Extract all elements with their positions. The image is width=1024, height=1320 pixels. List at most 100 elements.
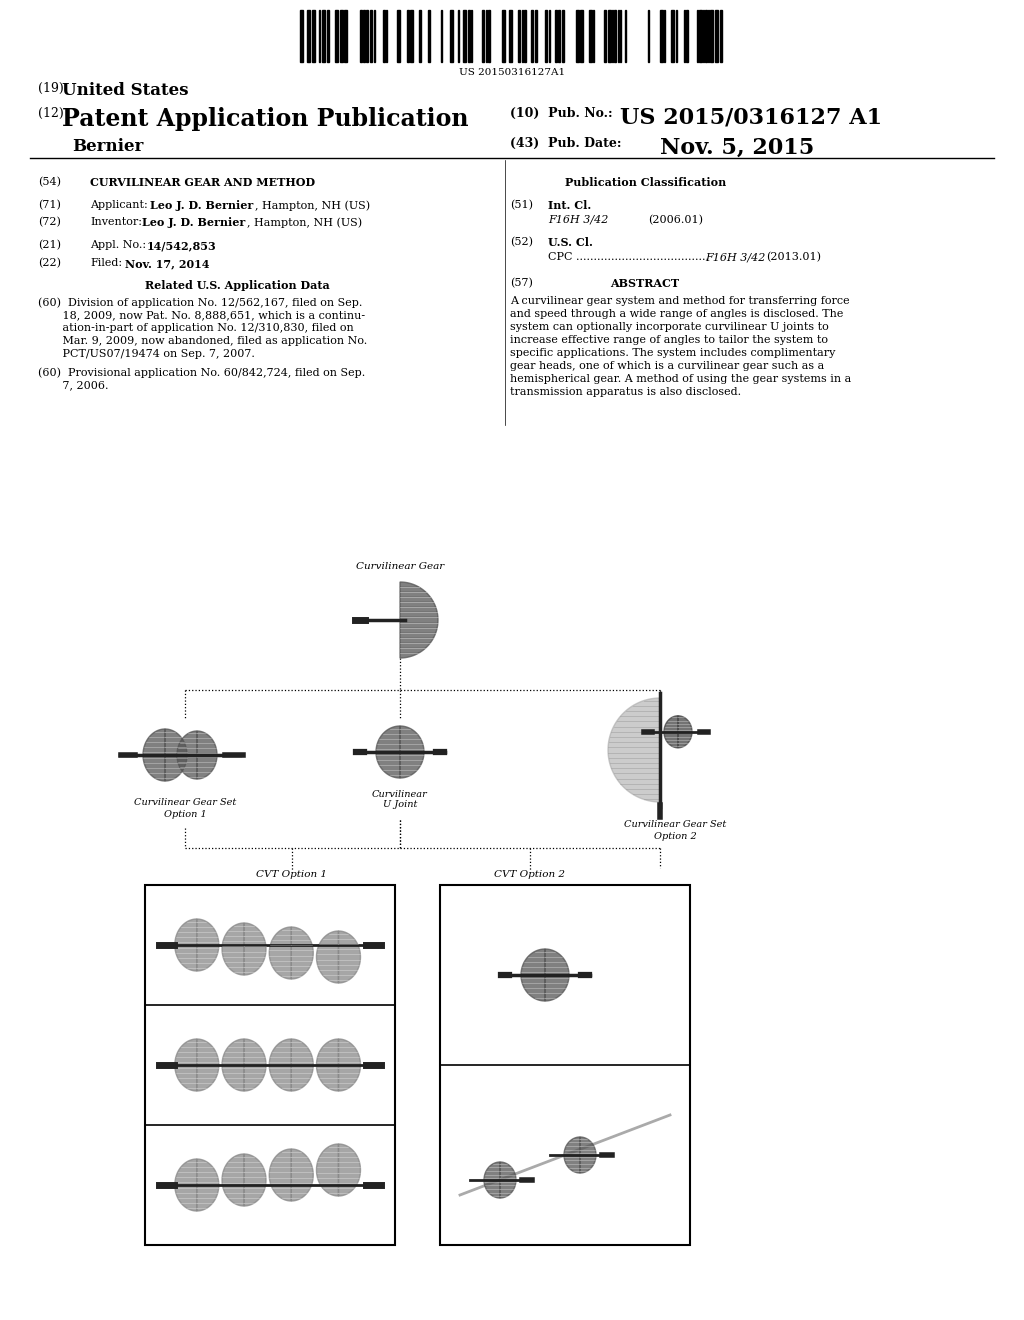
Text: 14/542,853: 14/542,853: [147, 240, 217, 251]
Polygon shape: [400, 582, 438, 657]
Polygon shape: [291, 1039, 313, 1092]
Text: Curvilinear Gear Set: Curvilinear Gear Set: [134, 799, 237, 807]
Polygon shape: [580, 1137, 596, 1173]
Bar: [715, 11, 718, 62]
Bar: [335, 11, 338, 62]
Text: (60)  Division of application No. 12/562,167, filed on Sep.: (60) Division of application No. 12/562,…: [38, 297, 362, 308]
Text: (60)  Provisional application No. 60/842,724, filed on Sep.: (60) Provisional application No. 60/842,…: [38, 367, 366, 378]
Polygon shape: [521, 949, 545, 1001]
Bar: [509, 11, 512, 62]
Polygon shape: [339, 1039, 360, 1092]
Bar: [482, 11, 484, 62]
Text: Patent Application Publication: Patent Application Publication: [62, 107, 469, 131]
Text: (22): (22): [38, 257, 61, 268]
Text: Applicant:: Applicant:: [90, 201, 147, 210]
Bar: [428, 11, 430, 62]
Bar: [562, 11, 564, 62]
Bar: [370, 11, 372, 62]
Bar: [463, 11, 466, 62]
Text: United States: United States: [62, 82, 188, 99]
Polygon shape: [339, 931, 360, 983]
Bar: [344, 11, 347, 62]
Polygon shape: [244, 1154, 266, 1206]
Text: US 20150316127A1: US 20150316127A1: [459, 69, 565, 77]
Bar: [720, 11, 722, 62]
Bar: [307, 11, 310, 62]
Bar: [545, 11, 547, 62]
Text: Nov. 5, 2015: Nov. 5, 2015: [660, 137, 814, 158]
Polygon shape: [316, 931, 339, 983]
Bar: [575, 11, 579, 62]
Text: Appl. No.:: Appl. No.:: [90, 240, 146, 249]
Polygon shape: [269, 927, 291, 979]
Bar: [502, 11, 505, 62]
Polygon shape: [177, 731, 197, 779]
Text: Curvilinear Gear: Curvilinear Gear: [356, 562, 444, 572]
Text: Bernier: Bernier: [72, 139, 143, 154]
Text: Nov. 17, 2014: Nov. 17, 2014: [125, 257, 210, 269]
Polygon shape: [376, 726, 400, 777]
Bar: [686, 11, 688, 62]
Text: CPC ......................................: CPC ....................................…: [548, 252, 709, 261]
Bar: [145, 884, 395, 1245]
Text: CURVILINEAR GEAR AND METHOD: CURVILINEAR GEAR AND METHOD: [90, 177, 315, 187]
Polygon shape: [484, 1162, 500, 1199]
Polygon shape: [678, 715, 692, 748]
Bar: [327, 11, 329, 62]
Text: Publication Classification: Publication Classification: [565, 177, 726, 187]
Text: (10)  Pub. No.:: (10) Pub. No.:: [510, 107, 612, 120]
Bar: [397, 11, 400, 62]
Text: (43)  Pub. Date:: (43) Pub. Date:: [510, 137, 622, 150]
Polygon shape: [244, 1039, 266, 1092]
Bar: [604, 11, 606, 62]
Bar: [614, 11, 616, 62]
Text: US 2015/0316127 A1: US 2015/0316127 A1: [620, 107, 882, 129]
Bar: [660, 11, 663, 62]
Text: F16H 3/42: F16H 3/42: [548, 215, 608, 224]
Polygon shape: [291, 1148, 313, 1201]
Text: CVT Option 1: CVT Option 1: [256, 870, 328, 879]
Bar: [589, 11, 592, 62]
Polygon shape: [197, 1159, 219, 1210]
Text: A curvilinear gear system and method for transferring force: A curvilinear gear system and method for…: [510, 296, 850, 306]
Text: , Hampton, NH (US): , Hampton, NH (US): [247, 216, 362, 227]
Text: Curvilinear: Curvilinear: [372, 789, 428, 799]
Text: (51): (51): [510, 201, 534, 210]
Text: U.S. Cl.: U.S. Cl.: [548, 238, 593, 248]
Bar: [518, 11, 520, 62]
Text: Option 2: Option 2: [653, 832, 696, 841]
Bar: [340, 11, 343, 62]
Polygon shape: [165, 729, 187, 781]
Text: (54): (54): [38, 177, 61, 187]
Text: specific applications. The system includes complimentary: specific applications. The system includ…: [510, 348, 836, 358]
Polygon shape: [143, 729, 165, 781]
Bar: [524, 11, 526, 62]
Bar: [531, 11, 534, 62]
Polygon shape: [222, 923, 244, 975]
Bar: [671, 11, 674, 62]
Polygon shape: [291, 927, 313, 979]
Bar: [410, 11, 413, 62]
Polygon shape: [175, 1159, 197, 1210]
Text: (12): (12): [38, 107, 63, 120]
Polygon shape: [564, 1137, 580, 1173]
Text: PCT/US07/19474 on Sep. 7, 2007.: PCT/US07/19474 on Sep. 7, 2007.: [38, 348, 255, 359]
Polygon shape: [197, 731, 217, 779]
Text: F16H 3/42: F16H 3/42: [705, 252, 765, 261]
Bar: [558, 11, 560, 62]
Text: CVT Option 2: CVT Option 2: [495, 870, 565, 879]
Bar: [366, 11, 368, 62]
Bar: [360, 11, 362, 62]
Bar: [450, 11, 453, 62]
Polygon shape: [316, 1039, 339, 1092]
Text: Leo J. D. Bernier: Leo J. D. Bernier: [142, 216, 246, 228]
Bar: [608, 11, 611, 62]
Polygon shape: [400, 726, 424, 777]
Text: hemispherical gear. A method of using the gear systems in a: hemispherical gear. A method of using th…: [510, 374, 851, 384]
Bar: [383, 11, 385, 62]
Text: and speed through a wide range of angles is disclosed. The: and speed through a wide range of angles…: [510, 309, 844, 319]
Bar: [535, 11, 537, 62]
Bar: [419, 11, 421, 62]
Text: system can optionally incorporate curvilinear U joints to: system can optionally incorporate curvil…: [510, 322, 828, 333]
Polygon shape: [197, 919, 219, 972]
